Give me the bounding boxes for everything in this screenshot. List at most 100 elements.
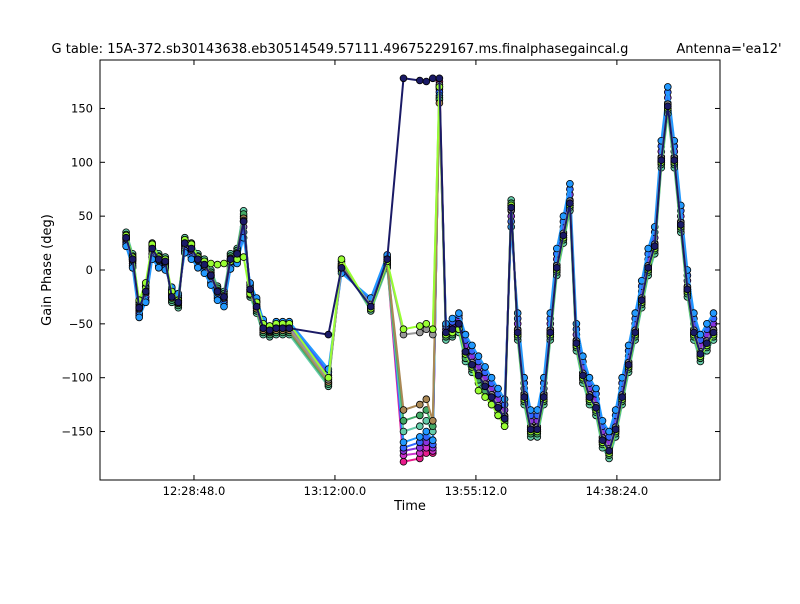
data-point — [415, 422, 424, 431]
data-point — [448, 325, 457, 334]
data-point — [618, 393, 626, 401]
data-point — [154, 263, 163, 272]
data-point — [468, 360, 476, 369]
data-point — [500, 422, 509, 431]
data-point — [135, 303, 144, 312]
data-point — [122, 233, 130, 242]
data-point — [154, 255, 163, 264]
y-tick-label: 150 — [71, 101, 93, 115]
data-point — [213, 260, 222, 269]
data-point — [461, 347, 470, 356]
x-tick-label: 12:28:48.0 — [163, 484, 226, 498]
data-point — [461, 330, 470, 339]
data-point — [592, 403, 600, 412]
data-point — [422, 427, 431, 436]
data-point — [663, 83, 672, 91]
data-point — [187, 244, 196, 253]
data-point — [187, 255, 196, 264]
data-point — [383, 255, 392, 264]
data-point — [422, 395, 431, 404]
antenna-annotation: Antenna='ea12' — [676, 42, 781, 57]
data-point — [690, 328, 698, 337]
data-point — [474, 371, 483, 380]
x-tick-label: 13:12:00.0 — [304, 484, 367, 498]
data-point — [644, 244, 652, 253]
data-point — [572, 339, 581, 348]
data-point — [683, 285, 692, 294]
data-point — [546, 328, 555, 337]
data-point — [637, 296, 646, 305]
data-point — [181, 239, 189, 247]
data-point — [220, 293, 228, 301]
data-point — [566, 180, 574, 188]
data-point — [455, 309, 463, 317]
data-point — [598, 436, 607, 445]
data-point — [220, 302, 228, 311]
data-point — [428, 325, 437, 334]
data-point — [611, 425, 620, 434]
data-point — [520, 393, 528, 401]
data-point — [696, 330, 705, 339]
data-point — [415, 400, 424, 409]
data-point — [494, 384, 502, 393]
data-point — [709, 309, 718, 317]
y-tick-label: −50 — [69, 317, 93, 331]
data-point — [415, 328, 424, 337]
data-point — [448, 314, 457, 323]
data-point — [285, 324, 294, 333]
data-point — [324, 373, 333, 382]
data-point — [500, 414, 509, 423]
data-point — [585, 393, 594, 401]
data-point — [399, 406, 408, 414]
data-point — [696, 350, 705, 358]
data-point — [422, 319, 431, 328]
plot-frame — [99, 59, 721, 481]
x-tick-label: 13:55:12.0 — [445, 484, 508, 498]
data-point — [552, 263, 561, 272]
data-point — [415, 433, 424, 441]
data-point — [468, 341, 476, 350]
data-point — [194, 263, 202, 272]
data-point — [399, 427, 408, 436]
data-point — [644, 263, 652, 272]
data-point — [239, 217, 248, 226]
data-point — [481, 363, 489, 371]
data-point — [428, 436, 437, 445]
data-point — [579, 371, 587, 380]
data-point — [474, 386, 483, 395]
data-point — [533, 425, 542, 434]
data-point — [605, 427, 613, 436]
data-point — [676, 221, 685, 229]
y-axis-label: Gain Phase (deg) — [40, 214, 55, 326]
y-tick-label: 100 — [71, 155, 93, 169]
data-point — [399, 416, 408, 425]
data-point — [174, 298, 183, 307]
x-tick-label: 14:38:24.0 — [586, 484, 649, 498]
data-point — [657, 156, 666, 165]
data-point — [526, 425, 535, 434]
data-point — [631, 328, 639, 337]
data-point — [415, 76, 424, 85]
data-point — [455, 319, 463, 328]
data-point — [220, 259, 228, 268]
series-10 — [122, 74, 718, 455]
data-point — [226, 255, 235, 264]
y-tick-label: 50 — [78, 209, 93, 223]
data-point — [435, 74, 444, 83]
data-point — [624, 360, 633, 369]
data-point — [272, 324, 281, 333]
data-point — [494, 403, 502, 412]
data-point — [148, 244, 157, 253]
data-point — [194, 255, 202, 264]
data-point — [399, 438, 408, 447]
chart-title: G table: 15A-372.sb30143638.eb30514549.5… — [52, 42, 629, 57]
data-point — [246, 285, 254, 294]
data-point — [128, 255, 137, 264]
data-point — [252, 302, 261, 311]
y-tick-label: −100 — [61, 371, 93, 385]
data-point — [337, 255, 346, 264]
data-point — [559, 231, 568, 240]
y-tick-label: −150 — [61, 425, 93, 439]
axis-layer: −150 −100 −50 0 50 100 150 12:28:48.0 13:12:00.0… — [61, 60, 720, 498]
